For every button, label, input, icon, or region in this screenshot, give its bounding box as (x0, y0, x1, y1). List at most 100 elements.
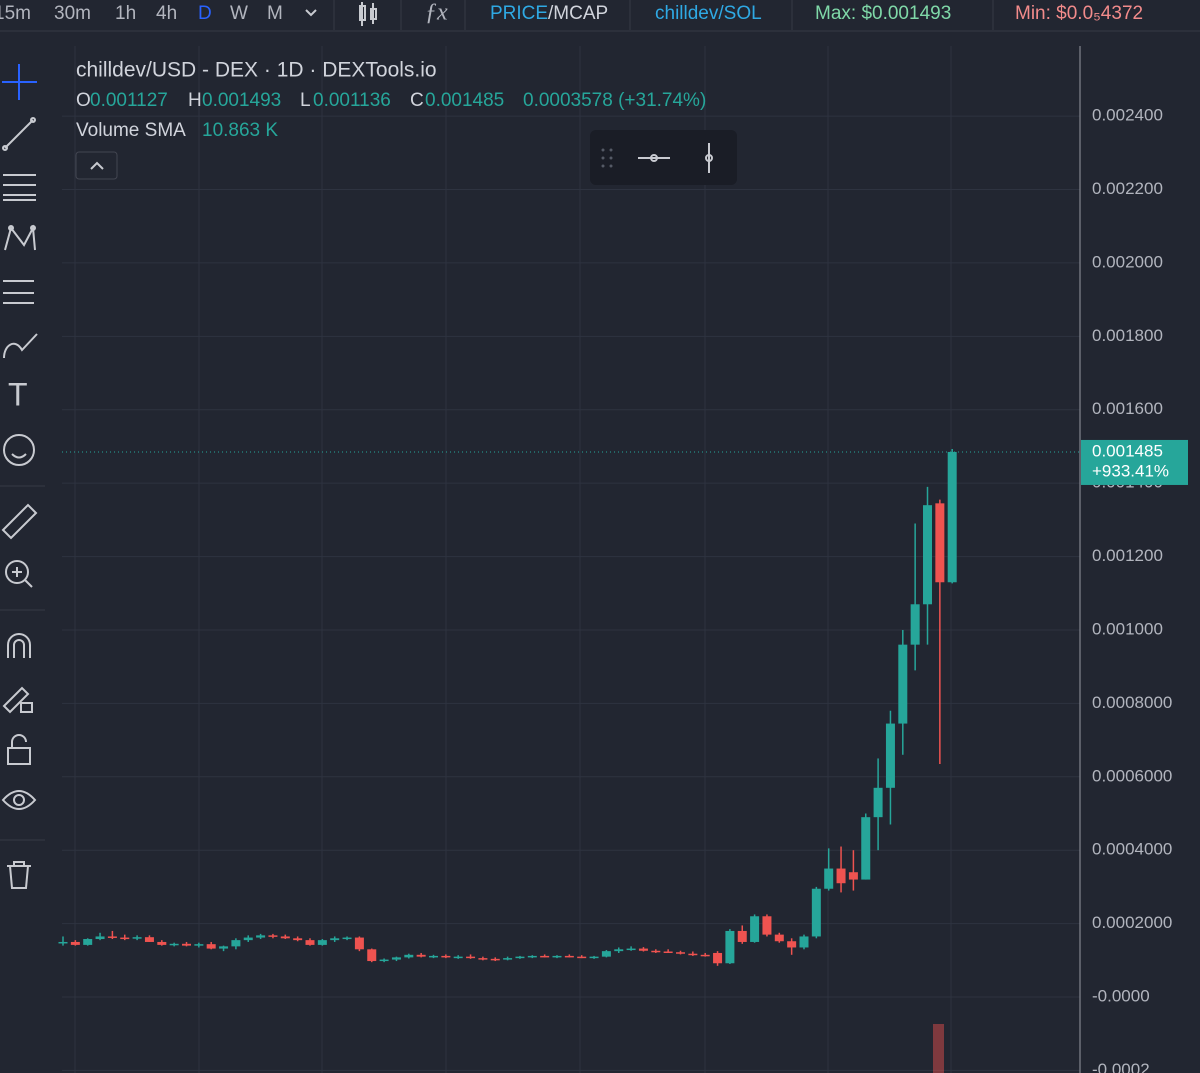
interval[interactable]: M (267, 3, 283, 24)
candle-body (478, 958, 488, 960)
candle-body (688, 953, 698, 956)
pattern-tool[interactable] (4, 224, 36, 251)
candle-body (330, 938, 340, 941)
y-tick-label: 0.001600 (1092, 399, 1163, 418)
visibility-tool[interactable] (1, 790, 37, 810)
lock-draw-tool[interactable] (2, 686, 33, 714)
y-tick-label: 0.0002000 (1092, 913, 1172, 932)
candle-body (614, 949, 624, 952)
vertical-line-icon[interactable] (705, 143, 713, 173)
drag-handle[interactable] (601, 148, 613, 168)
brush-tool[interactable] (3, 333, 38, 359)
candle-body (107, 936, 117, 938)
y-tick-label: 0.0004000 (1092, 840, 1172, 859)
candle-body (182, 943, 191, 946)
min-price: Min: $0.0₅4372 (1015, 3, 1143, 24)
o-label: O (76, 90, 91, 111)
volume-value: 10.863 K (202, 120, 278, 141)
y-tick-label: 0.002400 (1092, 106, 1163, 125)
y-tick-label: 0.0008000 (1092, 693, 1172, 712)
candle-body (305, 940, 315, 945)
candle-body (935, 503, 945, 583)
candle-body (219, 946, 229, 949)
last-price-label: 0.001485 (1092, 441, 1163, 460)
candle-body (638, 948, 648, 951)
l-value: 0.001136 (313, 90, 391, 111)
candle-body (515, 956, 525, 959)
candle-body (293, 938, 303, 941)
lock-tool[interactable] (7, 734, 31, 765)
fib-tool[interactable] (3, 174, 36, 201)
candle-body (601, 951, 611, 957)
h-value: 0.001493 (202, 90, 281, 111)
interval[interactable]: 4h (156, 3, 177, 24)
candle-body (95, 936, 105, 940)
chevron-up (90, 161, 104, 170)
candle-body (83, 939, 93, 945)
candle-body (676, 952, 685, 954)
candle-body (280, 936, 290, 939)
ruler-tool[interactable] (1, 503, 38, 540)
candle-body (700, 954, 710, 957)
interval[interactable]: 30m (54, 3, 91, 24)
line-tool[interactable] (2, 117, 36, 151)
top-toolbar (0, 0, 1200, 32)
candle-body (663, 951, 673, 954)
candle-body (824, 868, 834, 889)
candle-body (725, 930, 735, 964)
y-tick-label: 0.0006000 (1092, 766, 1172, 785)
y-tick-label: 0.002000 (1092, 252, 1163, 271)
c-label: C (410, 90, 424, 111)
interval[interactable]: 1h (115, 3, 136, 24)
h-label: H (188, 90, 202, 111)
candle-body (774, 934, 784, 942)
ohlc-legend: O 0.001127 H 0.001493 L 0.001136 C 0.001… (76, 90, 706, 141)
indicator-icon[interactable]: ƒx (425, 0, 448, 26)
candle-icon[interactable] (359, 2, 377, 26)
crosshair-tool[interactable] (2, 64, 37, 100)
price-toggle[interactable]: PRICE (490, 3, 548, 24)
forecast-tool[interactable] (3, 280, 34, 304)
candle-body (342, 937, 352, 940)
magnet-tool[interactable] (7, 633, 31, 658)
candle-body (626, 948, 636, 951)
candle-body (848, 872, 858, 880)
zoom-tool[interactable] (5, 560, 33, 588)
interval[interactable]: 15m (0, 3, 31, 24)
interval[interactable]: W (230, 3, 248, 24)
candle-body (713, 952, 723, 964)
last-price-badge (1081, 439, 1188, 485)
interval-active[interactable]: D (198, 3, 212, 24)
candle-body (317, 940, 327, 945)
candle-body (391, 957, 401, 960)
candle-body (132, 937, 142, 939)
candle-body (206, 944, 216, 949)
c-value: 0.001485 (425, 90, 504, 111)
candle-body (577, 956, 587, 959)
candle-body (120, 937, 130, 940)
candle-body (256, 935, 266, 938)
y-tick-label: 0.002200 (1092, 179, 1163, 198)
dropdown-icon[interactable] (305, 9, 317, 17)
candle-body (231, 940, 241, 947)
candle-body (379, 959, 389, 962)
candle-body (367, 949, 377, 962)
text-tool[interactable]: T (8, 376, 28, 412)
mcap-toggle[interactable]: /MCAP (548, 3, 608, 24)
emoji-tool[interactable] (3, 434, 35, 466)
o-value: 0.001127 (90, 90, 168, 111)
max-price: Max: $0.001493 (815, 3, 951, 24)
collapse-button[interactable] (75, 151, 118, 180)
candle-body (861, 817, 871, 880)
delete-tool[interactable] (7, 861, 31, 889)
y-tick-label: -0.0000 (1092, 987, 1150, 1006)
pair-switch[interactable]: chilldev/SOL (655, 3, 762, 24)
candle-body (589, 956, 599, 959)
grid (62, 46, 1080, 1073)
candle-body (527, 955, 537, 958)
horizontal-line-icon[interactable] (638, 154, 670, 162)
candle-body (416, 954, 426, 957)
volume-bar (933, 1024, 944, 1073)
last-change-label: +933.41% (1092, 461, 1169, 480)
candle-body (762, 916, 772, 935)
